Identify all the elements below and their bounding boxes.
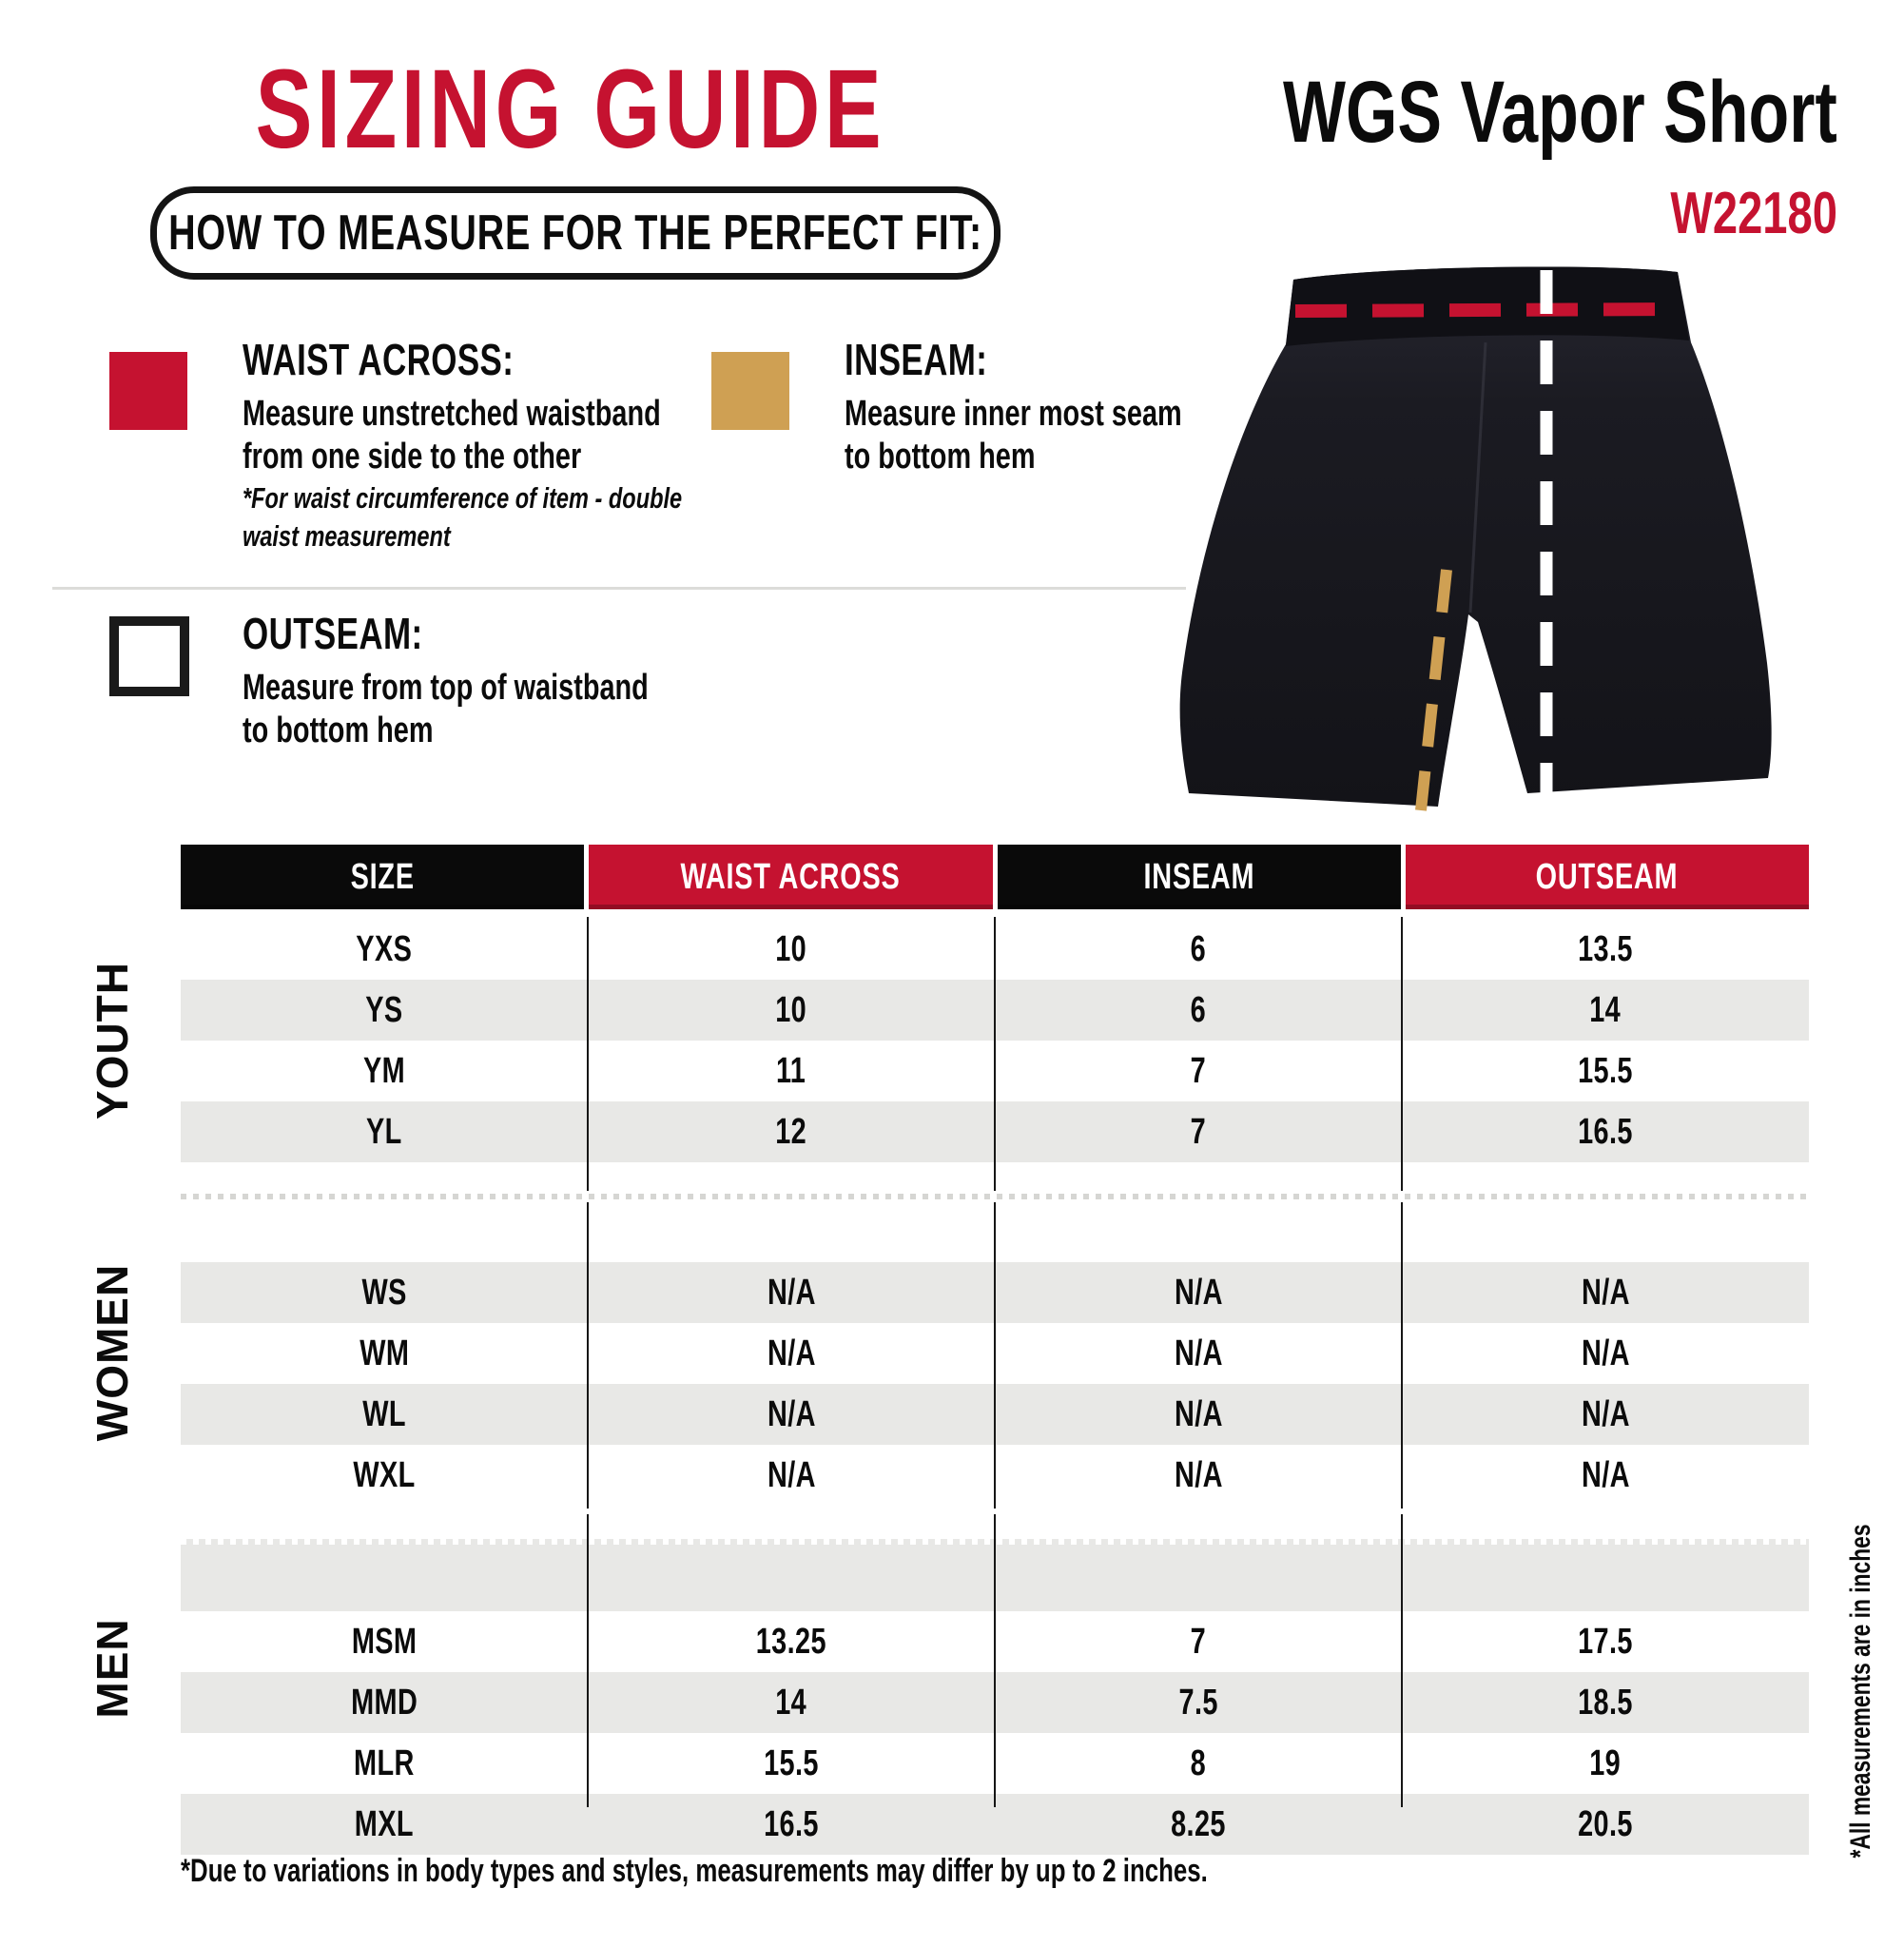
- legend-divider: [52, 587, 1186, 590]
- value-cell: 14: [1589, 989, 1622, 1030]
- value-cell: N/A: [1581, 1454, 1630, 1495]
- size-cell: MMD: [350, 1682, 418, 1723]
- value-cell: 10: [775, 928, 807, 969]
- page-title: SIZING GUIDE: [0, 53, 1141, 165]
- value-cell: 18.5: [1578, 1682, 1633, 1723]
- value-cell: N/A: [1174, 1393, 1223, 1434]
- size-cell: MSM: [351, 1621, 418, 1662]
- size-cell: WXL: [353, 1454, 416, 1495]
- red-square-icon: [109, 352, 187, 430]
- legend-waist-across-line: Measure unstretched waistband: [243, 393, 661, 434]
- value-cell: 13.5: [1578, 928, 1633, 969]
- value-cell: 16.5: [1578, 1111, 1633, 1152]
- value-cell: N/A: [767, 1454, 816, 1495]
- product-name: WGS Vapor Short: [1283, 64, 1837, 161]
- legend-inseam-line: to bottom hem: [845, 437, 1036, 477]
- header-outseam: OUTSEAM: [1405, 845, 1809, 909]
- value-cell: N/A: [767, 1272, 816, 1313]
- value-cell: 12: [775, 1111, 807, 1152]
- value-cell: 15.5: [764, 1743, 819, 1783]
- legend-inseam: INSEAM: Measure inner most seam to botto…: [845, 335, 1289, 479]
- size-cell: YL: [366, 1111, 402, 1152]
- size-cell: WS: [361, 1272, 407, 1313]
- value-cell: N/A: [1174, 1454, 1223, 1495]
- column-divider: [1401, 1514, 1403, 1807]
- legend-waist-across: WAIST ACROSS: Measure unstretched waistb…: [243, 335, 821, 556]
- size-cell: YXS: [356, 928, 413, 969]
- column-divider: [994, 1514, 996, 1807]
- column-divider: [587, 917, 589, 1191]
- value-cell: 10: [775, 989, 807, 1030]
- legend-waist-across-line: from one side to the other: [243, 437, 582, 477]
- size-cell: WL: [362, 1393, 406, 1434]
- group-label-men: MEN: [87, 1618, 137, 1719]
- page-title-text: SIZING GUIDE: [255, 47, 886, 172]
- column-divider: [587, 1202, 589, 1509]
- column-divider: [1401, 1202, 1403, 1509]
- how-to-measure-box: HOW TO MEASURE FOR THE PERFECT FIT:: [150, 186, 1001, 280]
- value-cell: 14: [775, 1682, 807, 1723]
- size-cell: WM: [359, 1333, 410, 1373]
- size-cell: YS: [365, 989, 403, 1030]
- legend-waist-across-note: *For waist circumference of item - doubl…: [243, 481, 683, 516]
- footnote: *Due to variations in body types and sty…: [181, 1853, 1208, 1889]
- value-cell: 7.5: [1178, 1682, 1218, 1723]
- legend-inseam-title: INSEAM:: [845, 335, 988, 384]
- tan-square-icon: [711, 352, 789, 430]
- size-cell: MXL: [354, 1803, 415, 1844]
- legend-outseam-line: to bottom hem: [243, 711, 434, 751]
- how-to-measure-label: HOW TO MEASURE FOR THE PERFECT FIT:: [168, 205, 982, 261]
- legend-outseam-line: Measure from top of waistband: [243, 667, 649, 708]
- value-cell: 8: [1190, 1743, 1207, 1783]
- column-divider: [1401, 917, 1403, 1191]
- group-label-youth: YOUTH: [87, 962, 137, 1120]
- value-cell: N/A: [1581, 1393, 1630, 1434]
- value-cell: 7: [1190, 1621, 1207, 1662]
- dotted-line: [181, 1194, 1809, 1199]
- value-cell: N/A: [1581, 1272, 1630, 1313]
- size-cell: YM: [362, 1050, 406, 1091]
- value-cell: 17.5: [1578, 1621, 1633, 1662]
- inseam-measure-line: [1415, 569, 1452, 811]
- legend-outseam-title: OUTSEAM:: [243, 609, 423, 658]
- value-cell: 7: [1190, 1050, 1207, 1091]
- table-header: SIZE WAIST ACROSS INSEAM OUTSEAM: [181, 845, 1809, 909]
- value-cell: 19: [1589, 1743, 1622, 1783]
- value-cell: N/A: [767, 1333, 816, 1373]
- product-sku: W22180: [1670, 181, 1837, 246]
- value-cell: 13.25: [755, 1621, 827, 1662]
- size-cell: MLR: [354, 1743, 415, 1783]
- size-table: SIZE WAIST ACROSS INSEAM OUTSEAM YXS 10 6 1…: [87, 845, 1809, 1855]
- value-cell: 16.5: [764, 1803, 819, 1844]
- column-divider: [587, 1514, 589, 1807]
- legend-waist-across-title: WAIST ACROSS:: [243, 335, 515, 384]
- column-divider: [994, 917, 996, 1191]
- value-cell: 7: [1190, 1111, 1207, 1152]
- value-cell: 15.5: [1578, 1050, 1633, 1091]
- value-cell: 8.25: [1171, 1803, 1226, 1844]
- waist-measure-line: [1294, 302, 1673, 318]
- legend-waist-across-note: waist measurement: [243, 519, 451, 554]
- value-cell: N/A: [1174, 1272, 1223, 1313]
- column-divider: [994, 1202, 996, 1509]
- value-cell: 6: [1190, 989, 1207, 1030]
- header-size: SIZE: [181, 845, 585, 909]
- shorts-illustration: [1179, 266, 1772, 811]
- value-cell: N/A: [1581, 1333, 1630, 1373]
- legend-outseam: OUTSEAM: Measure from top of waistband t…: [243, 609, 777, 753]
- value-cell: N/A: [1174, 1333, 1223, 1373]
- value-cell: N/A: [767, 1393, 816, 1434]
- units-note: *All measurements are in inches: [1845, 1524, 1876, 1859]
- value-cell: 11: [776, 1050, 806, 1091]
- value-cell: 6: [1190, 928, 1207, 969]
- group-label-women: WOMEN: [87, 1263, 137, 1442]
- header-waist-across: WAIST ACROSS: [589, 845, 993, 909]
- value-cell: 20.5: [1578, 1803, 1633, 1844]
- shorts-center-seam: [1468, 341, 1487, 613]
- legend-inseam-line: Measure inner most seam: [845, 393, 1182, 434]
- header-inseam: INSEAM: [997, 845, 1401, 909]
- outline-square-icon: [109, 616, 189, 696]
